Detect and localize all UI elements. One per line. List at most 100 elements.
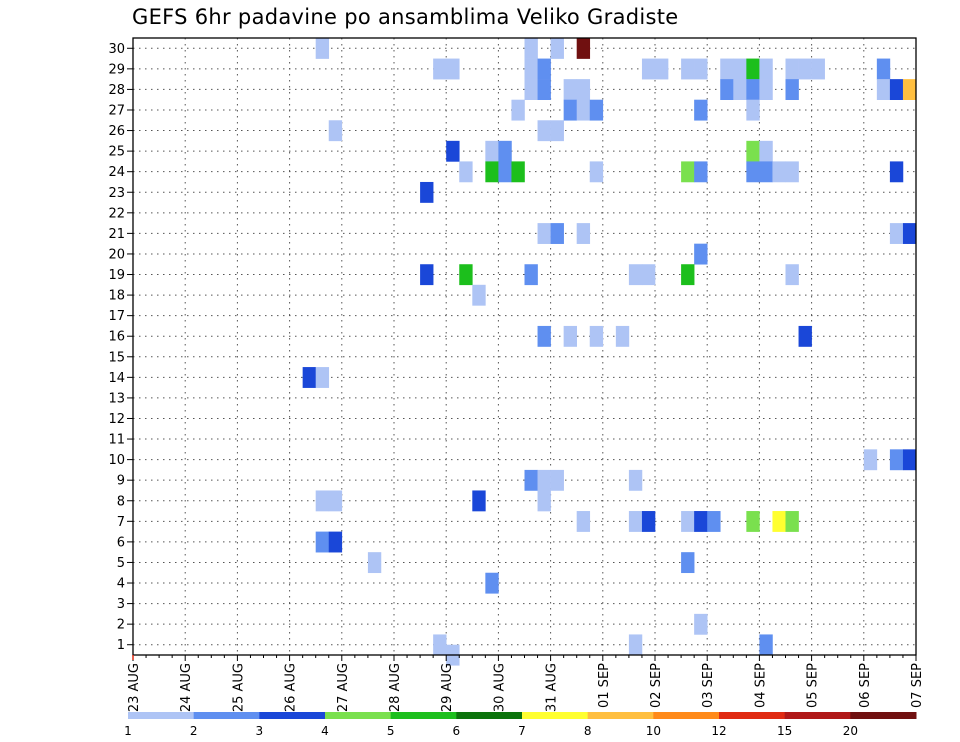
y-tick-label: 17 [108,309,125,324]
heatmap-cell [628,511,643,532]
heatmap-cell [446,58,460,80]
heatmap-cell [902,79,917,100]
y-tick-label: 27 [108,103,125,118]
heatmap-cell [694,99,708,121]
heatmap-cell [811,58,825,80]
heatmap-cell [328,531,343,553]
heatmap-cell [759,634,773,656]
y-tick-label: 11 [108,433,125,448]
heatmap-cell [576,38,591,59]
colorbar-segment [456,712,523,719]
x-tick-label: 31 AUG [545,663,560,712]
heatmap-cell [315,367,330,388]
heatmap-cell [746,79,760,100]
heatmap-cell [798,58,812,80]
colorbar-segment [325,712,392,719]
heatmap-cell [720,58,734,80]
heatmap-cell [576,79,591,100]
heatmap-cell [537,325,551,347]
heatmap-cell [537,79,551,100]
heatmap-cell [550,469,564,491]
heatmap-cell [563,99,577,121]
heatmap-cell [328,120,343,142]
heatmap-cell [759,140,773,162]
x-tick-label: 07 SEP [910,663,925,708]
heatmap-cell [550,120,564,142]
y-tick-label: 26 [108,124,125,139]
plot-area [133,38,916,655]
y-tick-label: 28 [108,83,125,98]
y-tick-label: 22 [108,206,125,221]
heatmap-cell [628,469,643,491]
heatmap-cell [889,79,904,100]
y-tick-label: 19 [108,268,125,283]
colorbar-segment [587,712,654,719]
x-tick-label: 05 SEP [806,663,821,708]
heatmap-cell [485,161,499,183]
x-tick-label: 26 AUG [284,663,299,712]
colorbar-label: 8 [584,724,592,738]
y-tick-label: 12 [108,412,125,427]
heatmap-cell [315,490,330,512]
heatmap-cell [746,511,760,532]
colorbar-label: 7 [518,724,526,738]
x-tick-label: 29 AUG [440,663,455,712]
heatmap-cell [876,79,891,100]
heatmap-cell [655,58,669,80]
colorbar-label: 5 [387,724,395,738]
heatmap-cell [537,490,551,512]
heatmap-cell [641,58,656,80]
heatmap-cell [733,79,747,100]
heatmap-cell [498,140,512,162]
heatmap-cell [720,79,734,100]
x-tick-label: 25 AUG [231,663,246,712]
y-tick-label: 9 [117,474,125,489]
y-tick-label: 21 [108,227,125,242]
heatmap-cell [524,38,538,59]
heatmap-cell [785,58,799,80]
heatmap-cell [681,161,695,183]
y-tick-label: 15 [108,350,125,365]
colorbar-segment [653,712,720,719]
heatmap-cell [459,264,473,286]
colorbar-segment [784,712,851,719]
heatmap-cell [433,634,447,656]
y-tick-label: 14 [108,371,125,386]
heatmap-cell [876,58,891,80]
colorbar-segment [719,712,786,719]
heatmap-cell [550,38,564,59]
heatmap-cell [420,181,434,203]
heatmap-cell [902,223,917,244]
heatmap-cell [746,161,760,183]
heatmap-cell [628,634,643,656]
heatmap-cell [759,161,773,183]
colorbar-segment [128,712,195,719]
heatmap-cell [524,58,538,80]
heatmap-cell [772,161,786,183]
y-tick-label: 6 [117,535,125,550]
heatmap-cell [589,325,604,347]
heatmap-cell [511,99,525,121]
colorbar-label: 3 [256,724,264,738]
colorbar-label: 1 [124,724,132,738]
y-tick-label: 16 [108,330,125,345]
heatmap-cell [420,264,434,286]
heatmap-cell [641,264,656,286]
heatmap-cell [537,120,551,142]
x-tick-label: 03 SEP [701,663,716,708]
heatmap-cell [485,572,499,594]
heatmap-cell [681,264,695,286]
y-tick-label: 20 [108,247,125,262]
y-tick-label: 23 [108,186,125,201]
y-tick-label: 30 [108,42,125,57]
x-tick-label: 04 SEP [753,663,768,708]
x-tick-label: 27 AUG [336,663,351,712]
heatmap-cell [576,223,591,244]
y-tick-label: 5 [117,556,125,571]
x-tick-label: 06 SEP [858,663,873,708]
y-tick-label: 2 [117,618,125,633]
heatmap-cell [746,140,760,162]
y-tick-label: 25 [108,145,125,160]
heatmap-cell [772,511,786,532]
